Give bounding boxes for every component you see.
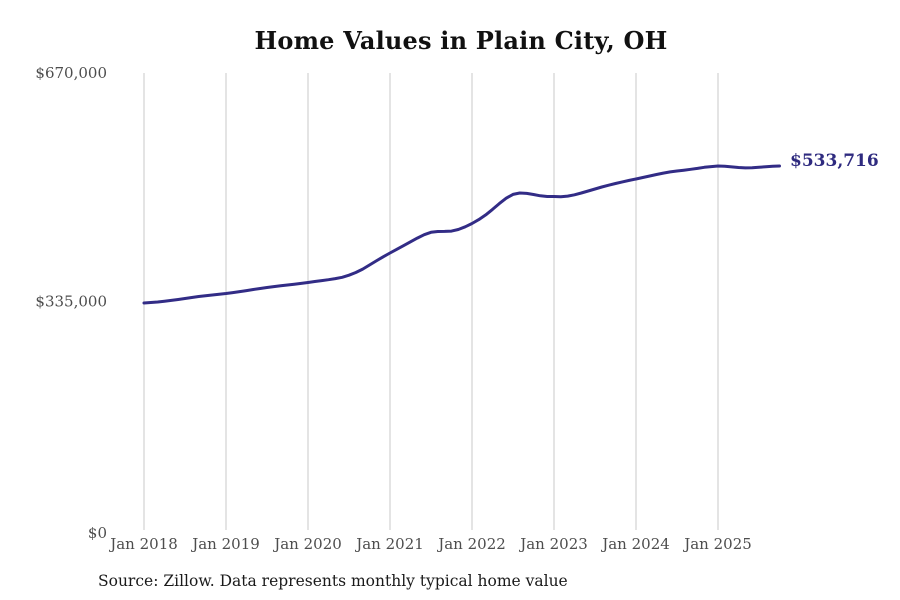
x-tick-label: Jan 2024 xyxy=(600,535,670,553)
y-tick-label: $0 xyxy=(88,524,107,542)
x-tick-label: Jan 2023 xyxy=(518,535,588,553)
source-attribution: Source: Zillow. Data represents monthly … xyxy=(98,572,568,590)
x-tick-label: Jan 2020 xyxy=(272,535,342,553)
x-tick-label: Jan 2019 xyxy=(190,535,260,553)
x-tick-label: Jan 2021 xyxy=(354,535,424,553)
home-value-trend-line xyxy=(142,164,781,305)
x-tick-label: Jan 2018 xyxy=(108,535,178,553)
y-tick-label: $670,000 xyxy=(35,64,107,82)
x-tick-label: Jan 2025 xyxy=(682,535,752,553)
chart-title: Home Values in Plain City, OH xyxy=(254,26,668,55)
vertical-gridlines xyxy=(143,73,719,530)
latest-value-label: $533,716 xyxy=(790,151,879,171)
x-axis-tick-labels: Jan 2018 Jan 2019 Jan 2020 Jan 2021 Jan 2022… xyxy=(108,535,752,553)
x-tick-label: Jan 2022 xyxy=(436,535,506,553)
y-axis-tick-labels: $0 $335,000 $670,000 xyxy=(35,64,107,542)
y-tick-label: $335,000 xyxy=(35,293,107,311)
